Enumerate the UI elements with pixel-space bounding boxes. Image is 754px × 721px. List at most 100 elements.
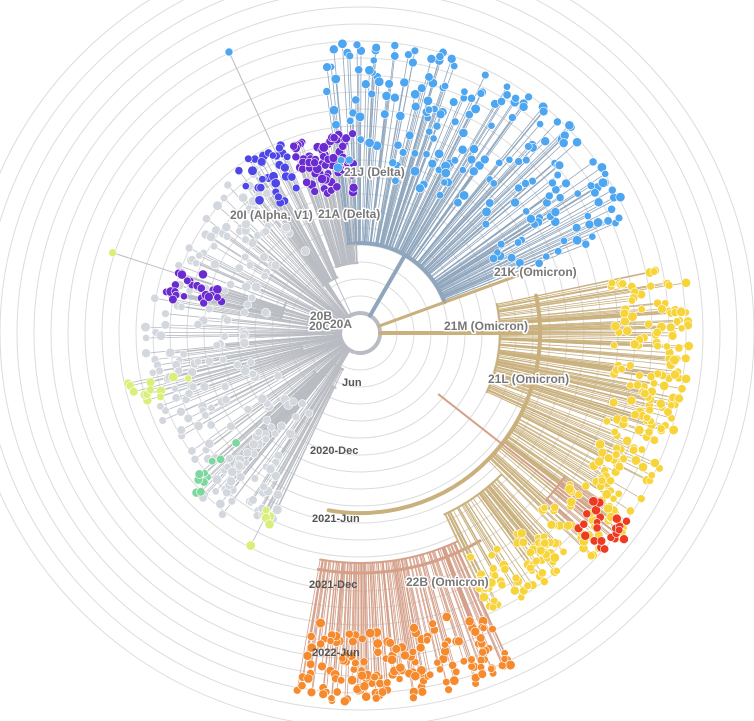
tree-tip <box>238 192 249 203</box>
tree-branch <box>419 146 529 267</box>
tree-branch <box>211 371 316 462</box>
tree-branch <box>503 440 570 490</box>
tree-branch <box>516 420 606 471</box>
tree-tip <box>642 413 652 422</box>
tree-branch <box>503 441 597 513</box>
tree-tip <box>226 421 236 432</box>
tree-tip <box>681 373 692 384</box>
tree-tip <box>240 308 249 317</box>
tree-branch <box>355 99 359 244</box>
tree-tip <box>241 219 251 229</box>
tree-tip <box>470 626 481 637</box>
tree-tip <box>634 425 645 436</box>
tree-tip <box>536 545 546 556</box>
tree-branch <box>499 344 678 360</box>
tree-tip <box>674 343 684 353</box>
time-label-2021-jun: 2021-Jun <box>312 513 360 525</box>
tree-tip <box>523 581 532 591</box>
tree-tip <box>610 341 619 350</box>
tree-tip <box>388 158 398 168</box>
tree-tip <box>490 596 499 605</box>
tree-tip <box>326 637 335 645</box>
tree-tip <box>226 476 236 487</box>
tree-branch <box>369 562 375 678</box>
tree-branch <box>160 332 341 337</box>
tree-branch <box>489 384 618 436</box>
tree-tip <box>202 214 211 224</box>
tree-branch <box>213 245 344 324</box>
tree-tip <box>196 487 206 497</box>
tree-tip <box>183 413 193 424</box>
tree-tip <box>436 191 445 200</box>
tree-tip <box>395 675 404 683</box>
tree-tip <box>225 454 234 463</box>
tree-branch <box>553 490 612 538</box>
tree-tip <box>176 407 186 417</box>
tree-branch <box>334 562 344 675</box>
tree-tip <box>657 304 667 314</box>
tree-tip <box>199 382 210 392</box>
tree-branch <box>210 343 344 426</box>
tree-tip <box>270 178 281 189</box>
tree-tip <box>405 130 415 140</box>
tree-tip <box>588 157 598 167</box>
tree-branch <box>491 378 624 425</box>
tree-tip <box>432 121 442 131</box>
tree-branch <box>436 216 551 287</box>
tree-tip <box>446 54 457 64</box>
tree-branch <box>295 187 337 279</box>
tree-tip <box>201 411 210 420</box>
tree-tip <box>357 670 367 681</box>
tree-tip <box>652 327 662 338</box>
tree-branch <box>499 308 663 323</box>
tree-tip <box>448 660 458 670</box>
tree-branch <box>295 156 337 268</box>
tree-branch <box>496 363 651 400</box>
tree-branch <box>178 336 341 372</box>
tree-tip <box>233 360 242 370</box>
tree-tip <box>622 435 633 446</box>
tree-branch <box>259 199 325 286</box>
tree-tip <box>348 129 357 138</box>
tree-tip <box>619 308 630 318</box>
tree-tip <box>318 689 328 699</box>
tree-branch <box>499 325 616 330</box>
tree-branch <box>479 493 533 565</box>
tree-tip <box>226 280 236 289</box>
tree-branch <box>367 145 378 244</box>
tree-tip <box>500 654 509 663</box>
tree-tip <box>581 239 591 249</box>
tree-tip <box>467 93 476 103</box>
tree-branch <box>422 553 457 673</box>
tree-tip <box>558 138 569 148</box>
tree-branch <box>419 554 446 652</box>
tree-tip <box>614 462 625 472</box>
tree-branch <box>477 494 531 569</box>
tree-branch <box>493 481 545 538</box>
tree-branch <box>146 350 304 401</box>
tree-branch <box>306 182 338 268</box>
tree-branch <box>461 504 493 556</box>
tree-tip <box>248 439 259 450</box>
tree-branch <box>188 339 342 394</box>
tree-branch <box>245 286 342 326</box>
tree-tip <box>383 678 392 687</box>
tree-tip <box>364 65 375 76</box>
tree-tip <box>553 170 562 180</box>
tree-tip <box>540 538 550 548</box>
tree-tip <box>390 92 400 103</box>
tree-branch <box>499 339 680 349</box>
tree-tip <box>271 429 280 438</box>
tree-tip <box>393 140 403 150</box>
tree-branch <box>336 562 346 693</box>
tree-tip <box>625 506 635 516</box>
tree-tip <box>466 155 477 165</box>
tree-tip <box>649 457 660 468</box>
tree-branch <box>322 561 338 695</box>
tree-tip <box>510 197 520 208</box>
tree-branch <box>405 557 431 676</box>
tree-tip <box>632 380 643 390</box>
tree-branch <box>401 558 417 634</box>
tree-tip <box>241 182 250 191</box>
tree-tip <box>215 498 226 509</box>
